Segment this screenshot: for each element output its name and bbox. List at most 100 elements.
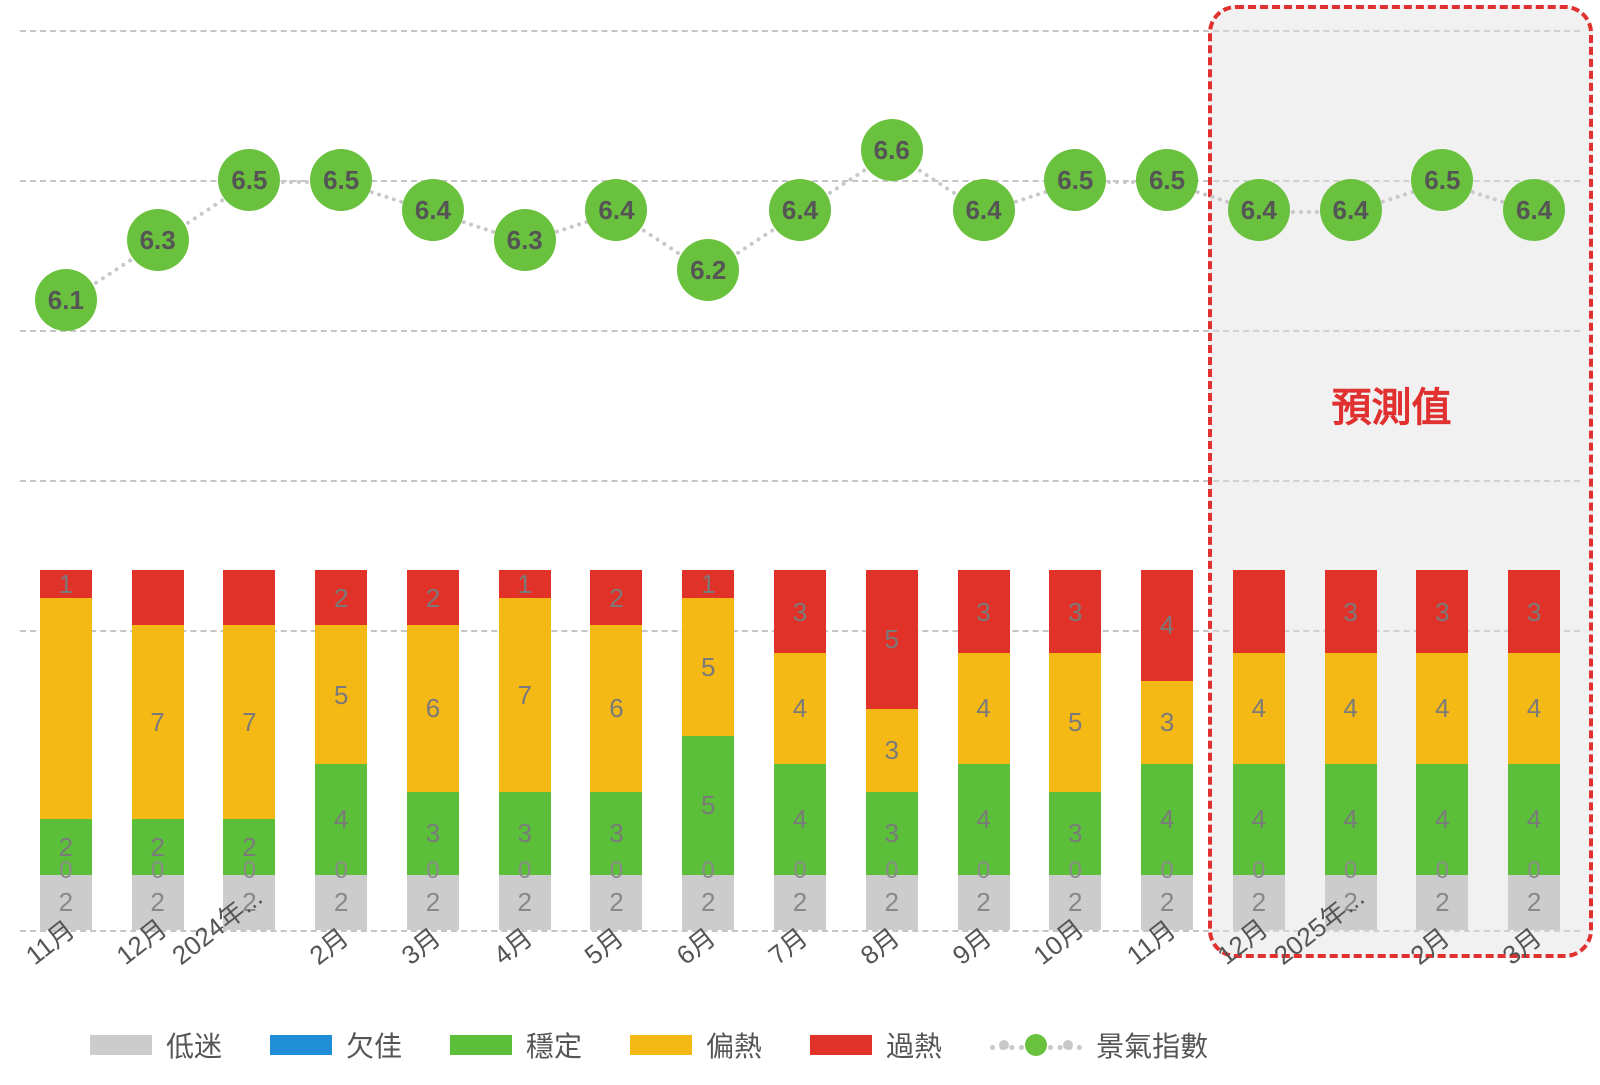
bar-segment-label: 4 (1252, 806, 1266, 832)
bar-group: 24520 (315, 570, 367, 930)
bar-segment-label: 5 (701, 792, 715, 818)
bar-segment-label: 3 (1160, 709, 1174, 735)
bar-segment-label: 5 (334, 682, 348, 708)
bar-segment-warm: 4 (958, 653, 1010, 764)
bar-segment-label: 2 (885, 889, 899, 915)
index-value-label: 6.5 (323, 165, 359, 196)
bar-segment-hot: 3 (1325, 570, 1377, 653)
forecast-label: 預測值 (1331, 375, 1451, 433)
bar-segment-label: 4 (334, 806, 348, 832)
bar-segment-hot: 3 (1049, 570, 1101, 653)
bar-segment-label: 3 (1068, 820, 1082, 846)
bar-segment-label: 3 (609, 820, 623, 846)
index-value-label: 6.4 (1241, 195, 1277, 226)
bar-segment-label: 1 (59, 571, 73, 597)
bar-segment-label: 3 (1343, 599, 1357, 625)
bar-segment-label: 2 (976, 889, 990, 915)
bar-segment-hot (132, 570, 184, 625)
index-dot: 6.5 (310, 149, 372, 211)
bar-segment-label: 2 (609, 585, 623, 611)
legend-swatch (810, 1035, 872, 1055)
index-value-label: 6.4 (965, 195, 1001, 226)
legend-label: 穩定 (526, 1025, 582, 1065)
index-value-label: 6.5 (1149, 165, 1185, 196)
bar-group: 24430 (958, 570, 1010, 930)
legend-swatch (90, 1035, 152, 1055)
index-dot: 6.4 (1320, 179, 1382, 241)
bar-segment-hot: 5 (866, 570, 918, 708)
bar-segment-hot: 3 (958, 570, 1010, 653)
bar-group: 2270 (132, 570, 184, 930)
legend-item-poor: 欠佳 (270, 1025, 402, 1065)
bar-segment-label: 2 (1527, 889, 1541, 915)
legend-item-hot: 過熱 (810, 1025, 942, 1065)
bar-segment-label: 5 (885, 626, 899, 652)
gridline (20, 330, 1580, 332)
bar-segment-label-zero: 0 (1252, 857, 1265, 885)
bar-segment-warm: 4 (1416, 653, 1468, 764)
bar-segment-label-zero: 0 (793, 857, 806, 885)
index-dot: 6.5 (218, 149, 280, 211)
bar-segment-warm: 3 (1141, 681, 1193, 764)
bar-segment-label-zero: 0 (334, 857, 347, 885)
bar-segment-label: 3 (885, 820, 899, 846)
bar-segment-label: 2 (609, 889, 623, 915)
bar-segment-hot: 1 (682, 570, 734, 598)
legend-line-icon (990, 1034, 1082, 1056)
bar-segment-label: 3 (793, 599, 807, 625)
bar-segment-label: 4 (1527, 806, 1541, 832)
bar-segment-label: 4 (793, 695, 807, 721)
bar-segment-hot: 4 (1141, 570, 1193, 681)
bar-group: 23530 (1049, 570, 1101, 930)
legend-swatch (270, 1035, 332, 1055)
bar-group: 23710 (499, 570, 551, 930)
bar-segment-label: 3 (1068, 599, 1082, 625)
bar-segment-label: 3 (885, 737, 899, 763)
index-dot: 6.1 (35, 269, 97, 331)
gridline (20, 30, 1580, 32)
legend-swatch (630, 1035, 692, 1055)
index-value-label: 6.4 (1516, 195, 1552, 226)
bar-segment-label: 5 (1068, 709, 1082, 735)
bar-segment-label: 4 (793, 806, 807, 832)
index-value-label: 6.4 (598, 195, 634, 226)
bar-segment-label: 2 (517, 889, 531, 915)
bar-segment-label-zero: 0 (702, 857, 715, 885)
index-dot: 6.4 (953, 179, 1015, 241)
legend-label: 欠佳 (346, 1025, 402, 1065)
index-value-label: 6.5 (1057, 165, 1093, 196)
bar-group: 24430 (1508, 570, 1560, 930)
bar-segment-hot: 3 (774, 570, 826, 653)
index-dot: 6.4 (769, 179, 831, 241)
bar-segment-label-zero: 0 (151, 857, 164, 885)
index-dot: 6.4 (1228, 179, 1290, 241)
bar-segment-stable: 5 (682, 736, 734, 874)
bar-segment-warm: 4 (774, 653, 826, 764)
legend-label: 景氣指數 (1096, 1025, 1208, 1065)
bar-segment-label: 4 (1435, 806, 1449, 832)
index-value-label: 6.3 (507, 225, 543, 256)
legend-item-low: 低迷 (90, 1025, 222, 1065)
bar-segment-label: 7 (242, 709, 256, 735)
bar-segment-label: 1 (701, 571, 715, 597)
bar-segment-label-zero: 0 (59, 857, 72, 885)
bar-segment-hot (1233, 570, 1285, 653)
bar-segment-label-zero: 0 (518, 857, 531, 885)
bar-segment-warm: 7 (223, 625, 275, 819)
bar-segment-label: 1 (517, 571, 531, 597)
bar-segment-label: 7 (517, 682, 531, 708)
index-value-label: 6.5 (231, 165, 267, 196)
bar-segment-label: 2 (793, 889, 807, 915)
bar-segment-warm: 5 (682, 598, 734, 736)
bar-group: 25510 (682, 570, 734, 930)
bar-segment-label-zero: 0 (610, 857, 623, 885)
index-dot: 6.4 (1503, 179, 1565, 241)
index-value-label: 6.1 (48, 285, 84, 316)
index-value-label: 6.4 (782, 195, 818, 226)
bar-segment-label-zero: 0 (1160, 857, 1173, 885)
bar-segment-label: 6 (426, 695, 440, 721)
bar-group: 24430 (1325, 570, 1377, 930)
bar-group: 24430 (1416, 570, 1468, 930)
gridline (20, 480, 1580, 482)
bar-segment-label: 6 (609, 695, 623, 721)
